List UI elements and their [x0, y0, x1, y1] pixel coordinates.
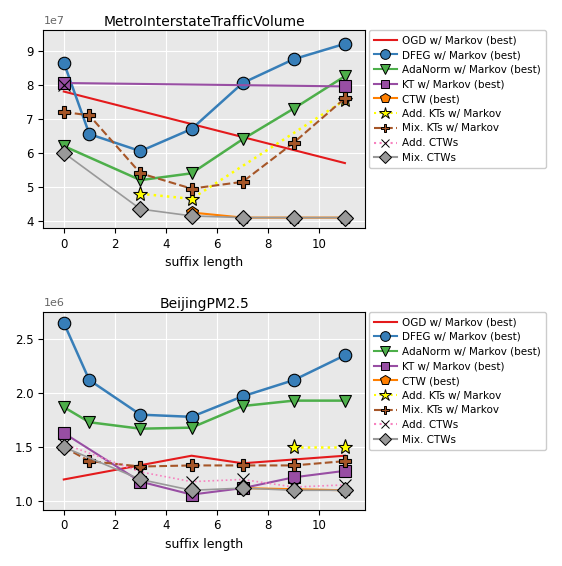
Title: BeijingPM2.5: BeijingPM2.5 — [160, 297, 249, 311]
Legend: OGD w/ Markov (best), DFEG w/ Markov (best), AdaNorm w/ Markov (best), KT w/ Mar: OGD w/ Markov (best), DFEG w/ Markov (be… — [369, 30, 546, 168]
X-axis label: suffix length: suffix length — [165, 538, 243, 551]
Title: MetroInterstateTrafficVolume: MetroInterstateTrafficVolume — [103, 15, 305, 29]
Text: 1e6: 1e6 — [43, 298, 64, 308]
Legend: OGD w/ Markov (best), DFEG w/ Markov (best), AdaNorm w/ Markov (best), KT w/ Mar: OGD w/ Markov (best), DFEG w/ Markov (be… — [369, 312, 546, 450]
Text: 1e7: 1e7 — [43, 16, 64, 26]
X-axis label: suffix length: suffix length — [165, 256, 243, 269]
